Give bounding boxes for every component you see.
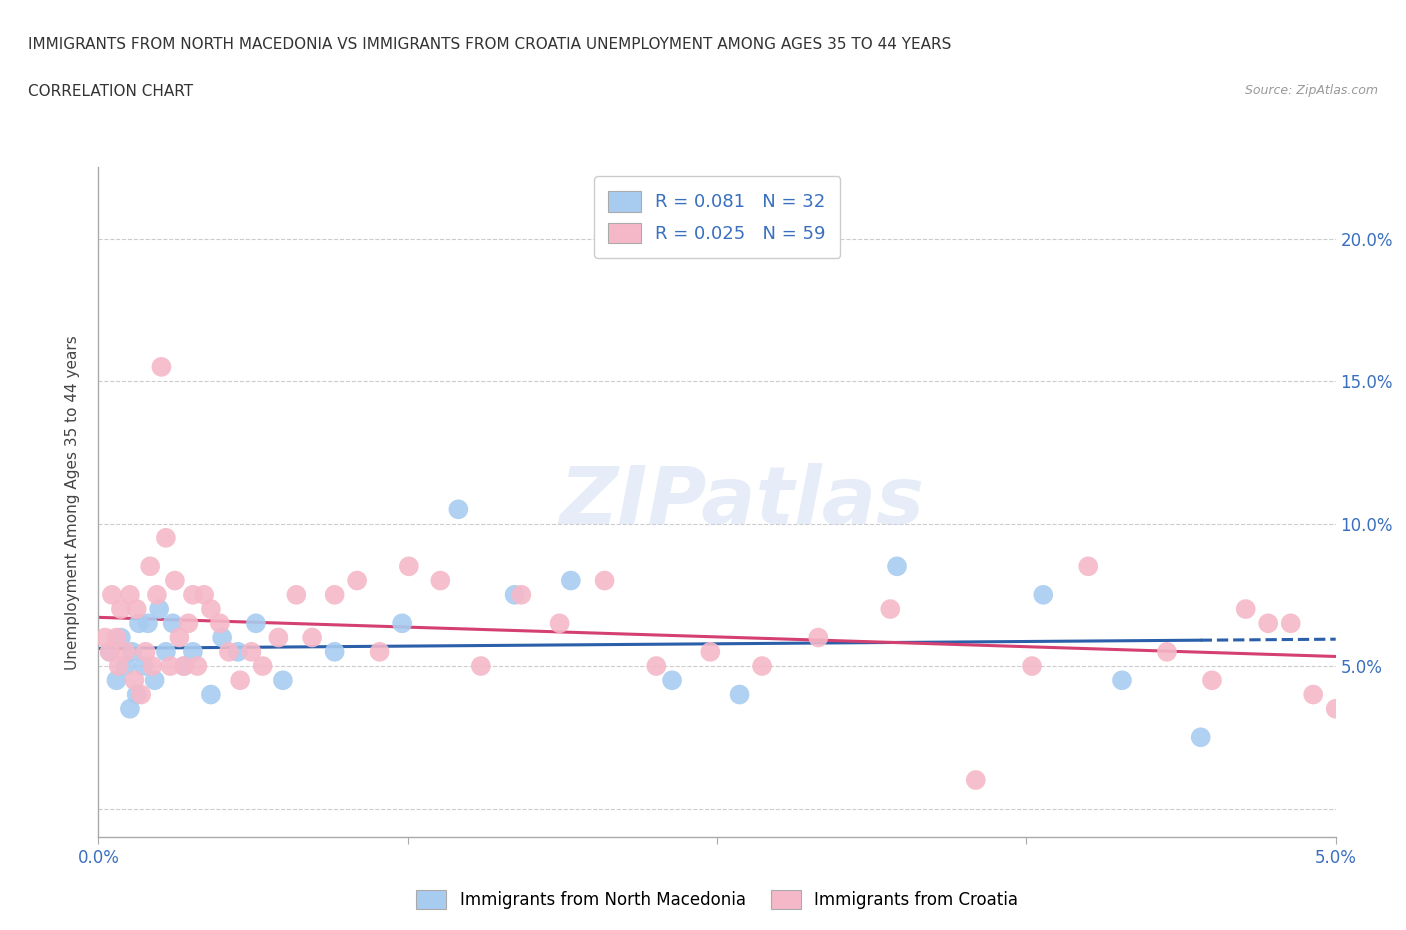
Point [125,687,148,702]
Point [114,644,136,659]
Point [323,644,346,659]
Point [699,644,721,659]
Point [169,631,191,645]
Point [245,616,267,631]
Point [429,573,451,588]
Point [110,602,132,617]
Point [114,658,136,673]
Point [94,631,117,645]
Point [751,658,773,673]
Point [323,588,346,603]
Point [181,644,204,659]
Point [1032,588,1054,603]
Point [548,616,571,631]
Point [129,687,152,702]
Point [173,658,195,673]
Point [159,658,181,673]
Point [132,658,155,673]
Point [661,672,683,687]
Point [208,616,231,631]
Point [105,631,128,645]
Point [1021,658,1043,673]
Point [965,773,987,788]
Point [1201,672,1223,687]
Point [560,573,582,588]
Point [193,588,215,603]
Point [211,631,233,645]
Point [267,631,290,645]
Point [1189,730,1212,745]
Point [1257,616,1279,631]
Point [807,631,830,645]
Point [139,559,162,574]
Point [240,644,263,659]
Point [98,644,121,659]
Legend: Immigrants from North Macedonia, Immigrants from Croatia: Immigrants from North Macedonia, Immigra… [409,884,1025,916]
Point [593,573,616,588]
Point [301,631,323,645]
Point [391,616,413,631]
Point [252,658,274,673]
Point [886,559,908,574]
Point [128,616,150,631]
Point [155,644,177,659]
Point [503,588,526,603]
Point [118,588,141,603]
Point [285,588,308,603]
Point [200,602,222,617]
Point [1279,616,1302,631]
Point [163,573,186,588]
Point [1336,631,1358,645]
Point [229,672,252,687]
Point [98,644,121,659]
Point [121,644,143,659]
Point [510,588,533,603]
Point [1324,701,1347,716]
Point [728,687,751,702]
Point [879,602,901,617]
Point [146,588,169,603]
Point [1234,602,1257,617]
Point [271,672,294,687]
Text: ZIPatlas: ZIPatlas [560,463,924,541]
Point [141,658,163,673]
Point [143,672,166,687]
Point [148,602,170,617]
Point [155,530,177,545]
Point [162,616,184,631]
Point [105,672,128,687]
Point [447,502,470,517]
Point [470,658,492,673]
Point [1156,644,1178,659]
Point [645,658,668,673]
Point [150,359,173,374]
Point [1111,672,1133,687]
Point [1077,559,1099,574]
Point [173,658,195,673]
Point [101,588,124,603]
Y-axis label: Unemployment Among Ages 35 to 44 years: Unemployment Among Ages 35 to 44 years [65,335,80,670]
Text: CORRELATION CHART: CORRELATION CHART [28,84,193,99]
Point [186,658,208,673]
Point [135,644,157,659]
Point [177,616,200,631]
Point [136,616,159,631]
Point [346,573,368,588]
Point [1302,687,1324,702]
Point [200,687,222,702]
Point [218,644,240,659]
Point [118,701,141,716]
Text: IMMIGRANTS FROM NORTH MACEDONIA VS IMMIGRANTS FROM CROATIA UNEMPLOYMENT AMONG AG: IMMIGRANTS FROM NORTH MACEDONIA VS IMMIG… [28,37,952,52]
Point [398,559,420,574]
Point [125,602,148,617]
Text: Source: ZipAtlas.com: Source: ZipAtlas.com [1244,84,1378,97]
Point [181,588,204,603]
Point [110,631,132,645]
Point [226,644,249,659]
Point [124,672,146,687]
Point [368,644,391,659]
Point [107,658,129,673]
